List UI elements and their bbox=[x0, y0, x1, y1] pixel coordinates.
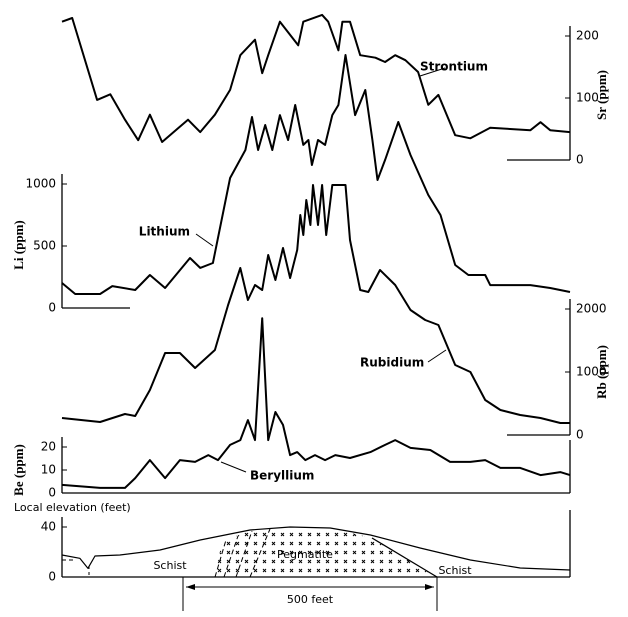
y-tick-label: 20 bbox=[41, 440, 56, 454]
data-line bbox=[61, 13, 571, 143]
series-label: Lithium bbox=[139, 225, 190, 239]
y-axis-label: Sr (ppm) bbox=[594, 70, 609, 120]
leader-line bbox=[195, 233, 214, 247]
data-line bbox=[61, 54, 571, 295]
series-label: Rubidium bbox=[360, 356, 424, 370]
y-tick-label: 0 bbox=[48, 570, 56, 584]
y-tick-label: 2000 bbox=[576, 302, 607, 316]
pegmatite-body bbox=[62, 527, 438, 578]
annotation: Pegmatite bbox=[277, 548, 333, 561]
y-tick-label: 200 bbox=[576, 29, 599, 43]
panel: 0 500 1000 Li (ppm) Lithium bbox=[11, 54, 571, 315]
panel: 0 1000 2000 Rb (ppm) Rubidium bbox=[61, 184, 609, 442]
y-axis-label: Li (ppm) bbox=[11, 220, 26, 269]
y-tick-label: 40 bbox=[41, 520, 56, 534]
y-tick-label: 1000 bbox=[25, 177, 56, 191]
y-tick-label: 100 bbox=[576, 91, 599, 105]
scale-bar bbox=[182, 577, 438, 611]
y-axis-label: Local elevation (feet) bbox=[14, 501, 131, 514]
y-tick-label: 0 bbox=[48, 486, 56, 500]
series-label: Strontium bbox=[420, 60, 488, 74]
panel: 0 40 Local elevation (feet) Schist Pegmatite… bbox=[14, 501, 571, 606]
panel: 0 100 200 Sr (ppm) Strontium bbox=[61, 13, 609, 167]
y-tick-label: 10 bbox=[41, 463, 56, 477]
y-tick-label: 1000 bbox=[576, 365, 607, 379]
leader-line bbox=[427, 349, 447, 363]
y-axis-label: Rb (ppm) bbox=[594, 345, 609, 399]
series-label: Beryllium bbox=[250, 469, 314, 483]
leader-line bbox=[419, 67, 446, 77]
scale-label: 500 feet bbox=[287, 593, 334, 606]
leader-line bbox=[220, 461, 247, 473]
data-line bbox=[61, 184, 570, 424]
y-tick-label: 0 bbox=[48, 301, 56, 315]
y-tick-label: 0 bbox=[576, 153, 584, 167]
y-tick-label: 500 bbox=[33, 239, 56, 253]
data-line bbox=[61, 526, 571, 571]
y-axis-label: Be (ppm) bbox=[11, 444, 26, 496]
panel: 0 10 20 Be (ppm) Beryllium bbox=[11, 317, 571, 500]
annotation: Schist bbox=[153, 559, 187, 572]
y-tick-label: 0 bbox=[576, 428, 584, 442]
annotation: Schist bbox=[438, 564, 472, 577]
data-line bbox=[61, 317, 571, 489]
